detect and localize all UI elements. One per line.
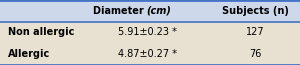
Bar bbox=[0, 22, 300, 43]
Text: Allergic: Allergic bbox=[8, 49, 50, 59]
Text: Subjects (n): Subjects (n) bbox=[222, 6, 288, 16]
Bar bbox=[0, 43, 300, 65]
Text: Diameter: Diameter bbox=[93, 6, 147, 16]
Text: (cm): (cm) bbox=[147, 6, 172, 16]
Text: 5.91±0.23 *: 5.91±0.23 * bbox=[118, 27, 176, 38]
Text: 127: 127 bbox=[246, 27, 264, 38]
Text: 76: 76 bbox=[249, 49, 261, 59]
Text: 4.87±0.27 *: 4.87±0.27 * bbox=[118, 49, 176, 59]
Text: Non allergic: Non allergic bbox=[8, 27, 74, 38]
Bar bbox=[0, 0, 300, 22]
